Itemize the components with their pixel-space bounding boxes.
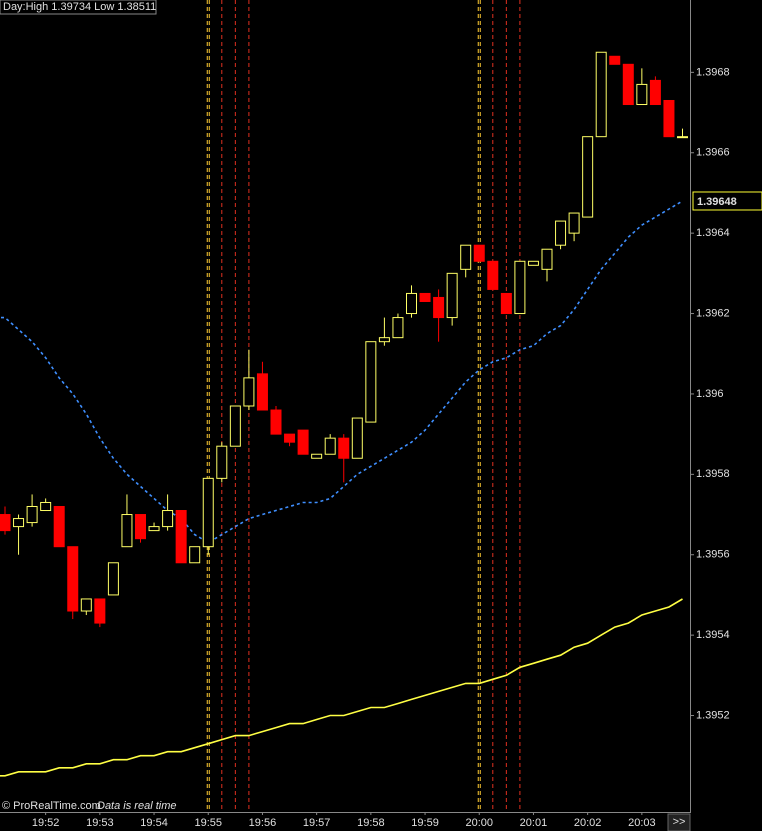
candle-body: [473, 244, 485, 262]
candle-body: [568, 212, 580, 234]
moving-average: [0, 598, 683, 777]
x-tick-label: 19:54: [140, 817, 168, 829]
candle-body: [351, 417, 363, 459]
candle-body: [527, 260, 539, 266]
candle-body: [189, 546, 201, 564]
candle-body: [677, 136, 688, 139]
moving-average: [0, 200, 683, 544]
candle-body: [595, 51, 607, 138]
y-tick-label: 1.3964: [696, 227, 730, 239]
x-tick-label: 20:02: [574, 817, 602, 829]
credit: © ProRealTime.com: [2, 800, 101, 812]
y-tick-label: 1.3956: [696, 549, 730, 561]
candle-body: [107, 562, 119, 596]
candle-body: [324, 437, 336, 455]
candle-body: [582, 136, 594, 218]
x-tick-label: 19:59: [411, 817, 439, 829]
candle-body: [26, 505, 38, 524]
scroll-button[interactable]: [667, 813, 691, 831]
candle-body: [243, 377, 255, 407]
candle-body: [378, 337, 390, 343]
candle-body: [216, 445, 228, 479]
candle-body: [53, 505, 65, 548]
y-tick-label: 1.3952: [696, 709, 730, 721]
candle-body: [555, 220, 567, 246]
y-tick-label: 1.3966: [696, 147, 730, 159]
candle-body: [175, 510, 187, 564]
candle-body: [365, 341, 377, 423]
x-tick-label: 19:55: [194, 817, 222, 829]
x-tick-label: 19:53: [86, 817, 114, 829]
candle-body: [256, 373, 268, 411]
candle-body: [67, 546, 79, 612]
candle-body: [338, 437, 350, 459]
candle-body: [419, 292, 431, 302]
plot-area: [0, 0, 688, 812]
candle-body: [0, 514, 11, 532]
candle-body: [636, 83, 648, 106]
y-tick-label: 1.3954: [696, 629, 730, 641]
last-value-box: [692, 191, 762, 211]
y-tick-label: 1.396: [696, 388, 724, 400]
candle-body: [270, 409, 282, 435]
candle-body: [609, 55, 621, 65]
candle-body: [406, 292, 417, 315]
x-tick-label: 19:57: [303, 817, 331, 829]
candle-body: [13, 518, 25, 528]
candle-body: [663, 99, 675, 138]
candle-body: [94, 598, 106, 624]
x-tick-label: 19:58: [357, 817, 385, 829]
candle-body: [622, 63, 634, 106]
x-tick-label: 20:03: [628, 817, 656, 829]
scroll-button-label[interactable]: >>: [673, 816, 686, 828]
x-tick-label: 19:56: [249, 817, 277, 829]
candle-body: [284, 433, 296, 443]
y-tick-label: 1.3962: [696, 307, 730, 319]
candle-body: [162, 510, 174, 528]
header-box: [0, 0, 157, 15]
note: Data is real time: [97, 800, 176, 812]
candle-body: [121, 514, 133, 548]
candle-body: [500, 292, 512, 315]
y-tick-label: 1.3968: [696, 66, 730, 78]
candle-body: [392, 317, 404, 339]
candle-body: [202, 477, 214, 548]
candle-body: [649, 79, 661, 106]
candle-body: [229, 405, 241, 447]
candle-body: [148, 526, 160, 532]
candle-body: [311, 453, 323, 459]
candle-body: [541, 248, 553, 270]
candle-body: [80, 598, 92, 612]
x-tick-label: 20:01: [520, 817, 548, 829]
candle-body: [433, 296, 445, 319]
y-tick-label: 1.3958: [696, 468, 730, 480]
candle-body: [460, 244, 472, 270]
candle-body: [135, 514, 146, 540]
candle-body: [446, 272, 458, 319]
x-tick-label: 20:00: [465, 817, 493, 829]
candle-body: [514, 260, 526, 315]
last-value-label: 1.39648: [697, 196, 737, 208]
x-tick-label: 19:52: [32, 817, 60, 829]
candle-body: [297, 429, 309, 455]
candle-body: [40, 501, 52, 512]
header: Day:High 1.39734 Low 1.38511: [3, 1, 156, 13]
candle-body: [487, 260, 499, 290]
